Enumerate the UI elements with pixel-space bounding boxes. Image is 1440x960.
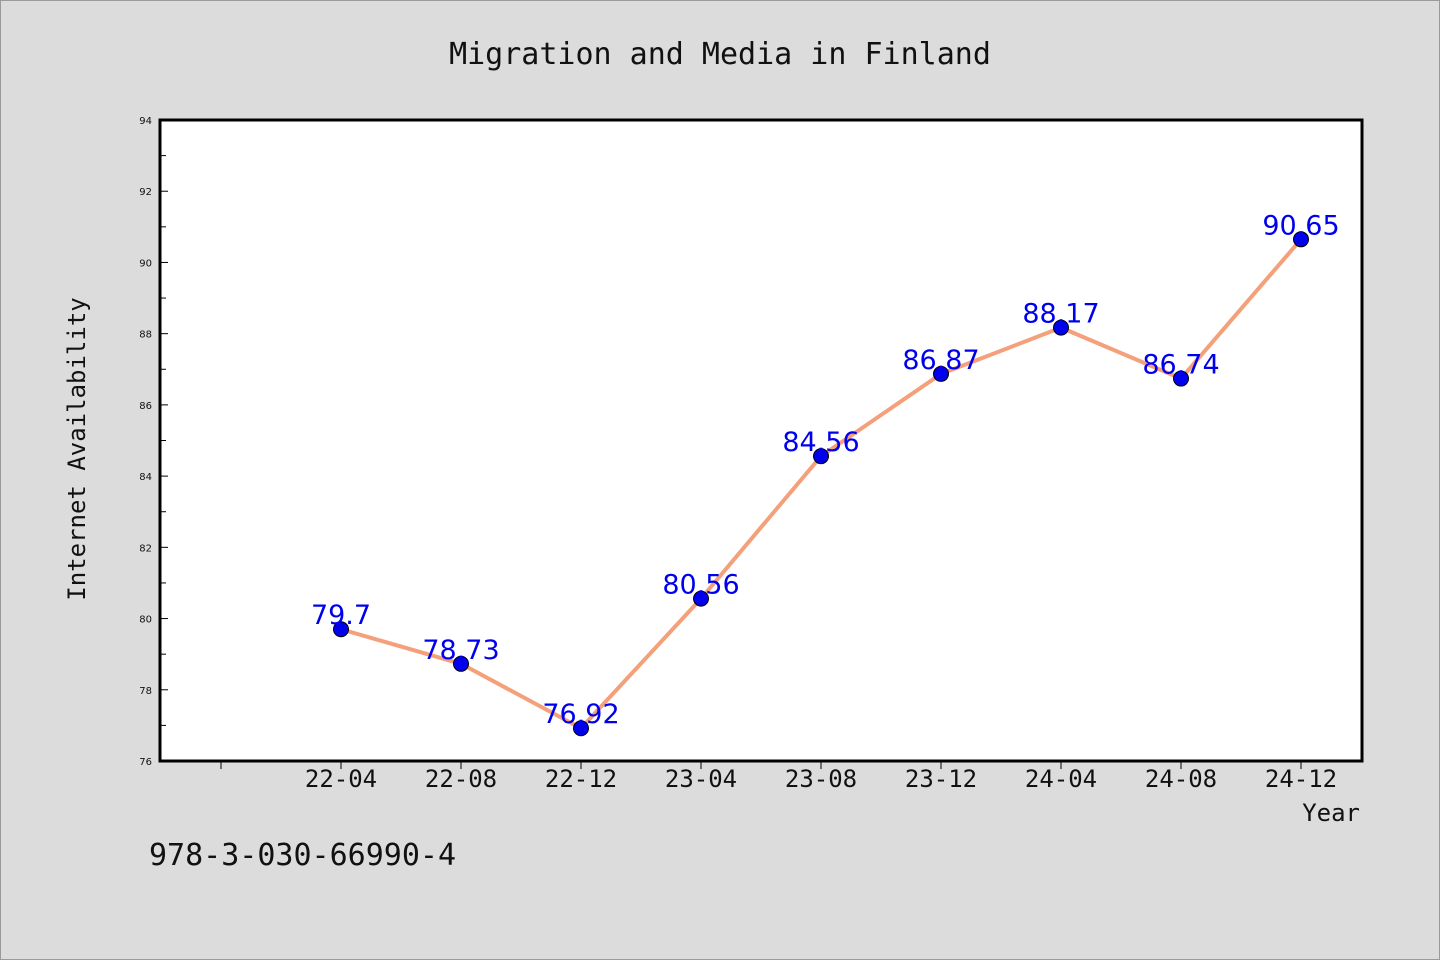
x-axis: 22-04 22-08 22-12 23-04 23-08 23-12 24-04 24-08…: [220, 761, 1337, 793]
data-label: 78.73: [422, 635, 499, 666]
data-label: 76.92: [542, 699, 619, 730]
data-label: 86.74: [1142, 350, 1219, 381]
y-tick-label: 78: [139, 686, 152, 697]
y-tick-label: 92: [139, 187, 152, 198]
x-tick-label: 24-12: [1265, 765, 1337, 793]
data-label: 80.56: [662, 570, 739, 601]
y-tick-label: 90: [139, 258, 152, 269]
y-tick-label: 76: [139, 757, 152, 768]
data-point: [1293, 231, 1309, 248]
chart-title: Migration and Media in Finland: [449, 37, 991, 72]
data-point: [573, 720, 589, 737]
x-tick-label: 22-08: [425, 765, 497, 793]
series-group: [333, 231, 1309, 737]
x-tick-label: 24-04: [1025, 765, 1097, 793]
y-axis: 76 78 80 82 84 86 88 90 92 94: [139, 116, 168, 768]
x-tick-label: 23-12: [905, 765, 977, 793]
plot-area: [158, 118, 1364, 763]
data-point: [453, 655, 469, 672]
x-tick-label: 22-04: [305, 765, 377, 793]
data-point: [1173, 370, 1189, 387]
y-axis-label: Internet Availability: [63, 297, 91, 600]
data-labels: 79.7 78.73 76.92 80.56 84.56 86.87 88.17 86.74 9…: [311, 210, 1340, 730]
y-tick-label: 82: [139, 543, 152, 554]
data-point: [813, 448, 829, 465]
data-label: 84.56: [782, 427, 859, 458]
x-tick-label: 23-04: [665, 765, 737, 793]
x-tick-label: 24-08: [1145, 765, 1217, 793]
data-point: [1053, 319, 1069, 336]
data-label: 86.87: [902, 345, 979, 376]
data-label: 88.17: [1022, 299, 1099, 330]
data-point: [693, 590, 709, 607]
data-point: [333, 621, 349, 638]
y-tick-label: 84: [139, 472, 152, 483]
x-tick-label: 23-08: [785, 765, 857, 793]
isbn-text: 978-3-030-66990-4: [149, 838, 456, 873]
y-tick-label: 80: [139, 615, 152, 626]
y-tick-label: 86: [139, 401, 152, 412]
data-label: 79.7: [311, 600, 371, 631]
x-tick-label: 22-12: [545, 765, 617, 793]
y-tick-label: 88: [139, 330, 152, 341]
data-label: 90.65: [1262, 210, 1339, 241]
y-tick-label: 94: [139, 116, 152, 127]
x-axis-label: Year: [1302, 799, 1360, 827]
data-point: [933, 365, 949, 382]
